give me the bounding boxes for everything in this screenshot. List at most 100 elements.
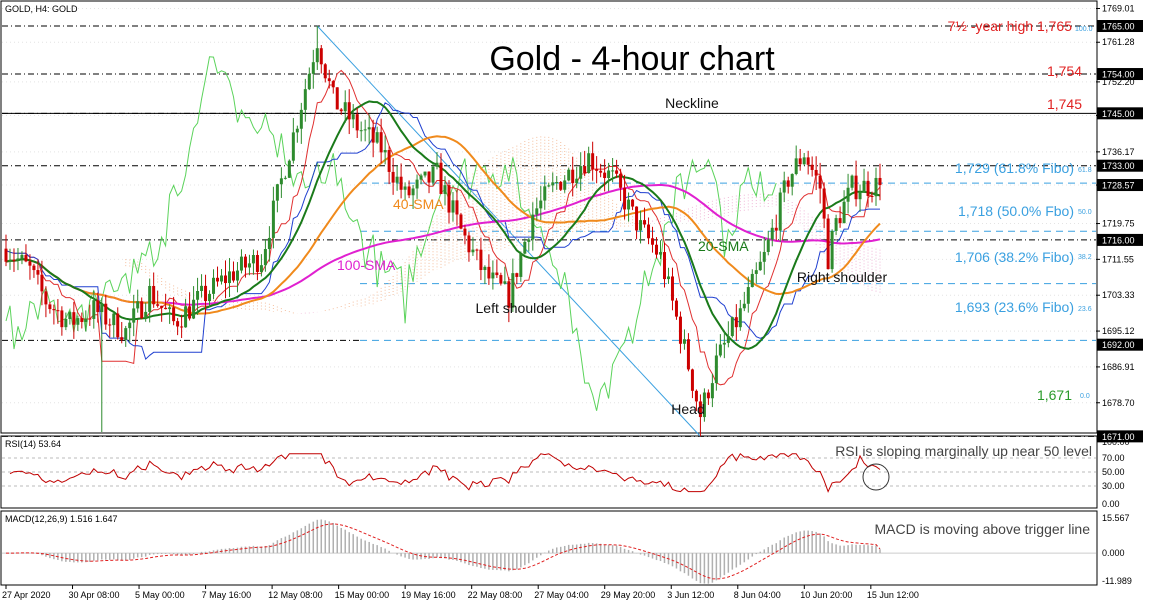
candle-body — [750, 273, 754, 288]
candle-body — [810, 164, 814, 170]
candle — [303, 78, 307, 122]
candle-body — [411, 188, 415, 196]
candle — [403, 182, 407, 201]
candle — [144, 302, 148, 322]
candle-body — [635, 206, 639, 231]
candle — [96, 292, 100, 323]
candle-body — [595, 169, 599, 171]
candle — [798, 148, 802, 171]
candle-body — [786, 180, 790, 187]
candle-body — [347, 102, 351, 120]
candle-body — [730, 317, 734, 337]
rsi-label: RSI(14) 53.64 — [5, 439, 61, 449]
candle-body — [375, 132, 379, 143]
candle-body — [503, 281, 507, 284]
candle-body — [527, 239, 531, 242]
candle — [631, 198, 635, 211]
candle — [858, 184, 862, 212]
price-box — [1097, 107, 1143, 120]
candle-body — [467, 235, 471, 253]
candle — [766, 230, 770, 256]
candle — [363, 119, 367, 142]
candle-body — [176, 321, 180, 327]
candle-body — [227, 271, 231, 284]
candle-body — [267, 237, 271, 250]
candle — [762, 236, 766, 275]
kijun-line — [5, 102, 880, 361]
candle — [16, 247, 20, 271]
candle-body — [499, 275, 503, 284]
candle — [140, 297, 144, 320]
x-tick-label: 5 May 00:00 — [135, 590, 185, 600]
candle-body — [651, 238, 655, 245]
candle-body — [279, 178, 283, 185]
candle-body — [670, 276, 674, 301]
candle — [383, 135, 387, 165]
macd-panel-frame — [0, 510, 1098, 586]
candle — [447, 180, 451, 224]
candle-body — [734, 317, 738, 328]
candle — [204, 274, 208, 315]
candle-body — [846, 187, 850, 202]
candle-body — [160, 305, 164, 308]
candle-body — [8, 259, 12, 262]
candle-body — [834, 218, 838, 231]
candle-body — [403, 186, 407, 190]
candle — [471, 237, 475, 256]
candle-body — [311, 62, 315, 74]
candle-body — [631, 199, 635, 207]
candle-body — [627, 199, 631, 210]
candle-body — [507, 281, 511, 308]
price-box-label: 1765.00 — [1102, 22, 1135, 32]
candle-body — [830, 230, 834, 270]
candle — [567, 167, 571, 182]
candle-body — [168, 307, 172, 310]
x-tick-label: 10 Jun 20:00 — [800, 590, 852, 600]
candle-body — [263, 249, 267, 266]
candle-body — [152, 285, 156, 305]
fibo-label-236: 1,693 (23.6% Fibo) — [955, 299, 1074, 315]
candle-body — [92, 300, 96, 319]
fibo-pct-382: 38.2 — [1078, 254, 1092, 261]
candle-body — [659, 252, 663, 255]
candle — [738, 299, 742, 331]
candle-body — [36, 270, 40, 275]
candle — [168, 304, 172, 324]
candle — [539, 185, 543, 221]
candle — [343, 90, 347, 123]
candle-body — [120, 337, 124, 340]
candle-body — [782, 180, 786, 193]
x-tick-label: 22 May 08:00 — [468, 590, 523, 600]
candle — [830, 229, 834, 273]
candle-body — [307, 73, 311, 90]
candle-body — [339, 109, 343, 112]
candle-body — [698, 401, 702, 418]
candle — [56, 299, 60, 324]
candle-body — [666, 276, 670, 280]
candle-body — [247, 263, 251, 268]
candle-body — [483, 266, 487, 271]
level-label-1754: 1,754 — [1047, 63, 1082, 79]
candle — [100, 297, 104, 432]
candle-body — [678, 316, 682, 344]
candle — [331, 79, 335, 94]
candle-body — [56, 310, 60, 312]
candle — [459, 212, 463, 230]
candle-body — [96, 300, 100, 313]
candle-body — [399, 176, 403, 190]
candle — [826, 214, 830, 270]
candle — [415, 174, 419, 199]
x-tick-label: 15 May 00:00 — [335, 590, 390, 600]
candle — [499, 272, 503, 286]
candle-body — [798, 158, 802, 165]
candle — [287, 159, 291, 178]
indicator-lines — [5, 56, 881, 411]
candle-body — [315, 48, 319, 63]
candle-body — [235, 270, 239, 281]
candle-body — [283, 177, 287, 179]
candle — [192, 286, 196, 320]
candle-body — [826, 218, 830, 270]
candle — [120, 321, 124, 344]
candle — [487, 254, 491, 285]
candle — [659, 240, 663, 260]
